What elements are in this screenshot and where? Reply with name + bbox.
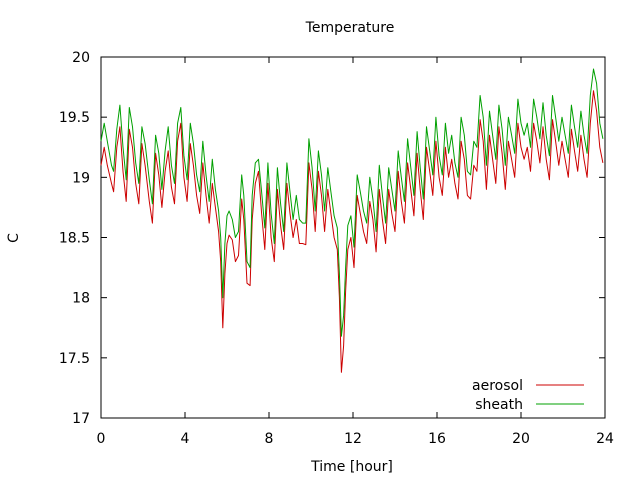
- x-tick-label: 8: [265, 431, 274, 447]
- x-axis-title: Time [hour]: [310, 459, 393, 475]
- y-tick-label: 20: [72, 50, 90, 66]
- legend: aerosol sheath: [472, 378, 584, 413]
- x-axis-ticks: 0 4 8 12 16 20 24: [97, 57, 614, 447]
- y-tick-label: 18.5: [59, 231, 90, 247]
- series-line-sheath: [100, 68, 604, 337]
- x-tick-label: 20: [512, 431, 530, 447]
- y-tick-label: 17.5: [59, 351, 90, 367]
- legend-label-sheath: sheath: [475, 397, 523, 413]
- chart-title: Temperature: [305, 20, 395, 36]
- y-tick-label: 19: [72, 170, 90, 186]
- x-tick-label: 4: [181, 431, 190, 447]
- y-tick-label: 17: [72, 411, 90, 427]
- x-tick-label: 12: [344, 431, 362, 447]
- legend-label-aerosol: aerosol: [472, 378, 523, 394]
- y-axis-ticks: 17 17.5 18 18.5 19 19.5 20: [59, 50, 605, 427]
- y-tick-label: 19.5: [59, 110, 90, 126]
- series-line-aerosol: [100, 90, 604, 373]
- x-tick-label: 24: [596, 431, 614, 447]
- x-tick-label: 0: [97, 431, 106, 447]
- series-layer: [100, 68, 604, 373]
- plot-frame: [100, 56, 606, 419]
- y-tick-label: 18: [72, 291, 90, 307]
- y-axis-title: C: [6, 233, 22, 243]
- x-tick-label: 16: [428, 431, 446, 447]
